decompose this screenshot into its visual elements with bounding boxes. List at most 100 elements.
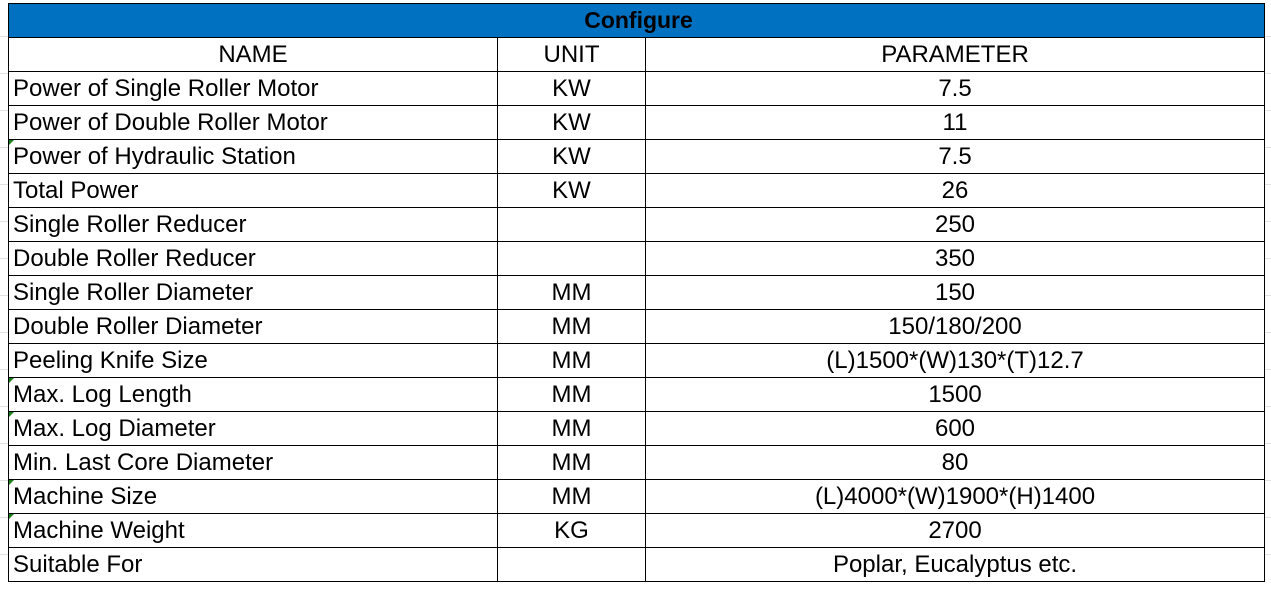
header-unit[interactable]: UNIT: [497, 37, 646, 72]
cell-parameter-text: 80: [941, 449, 969, 476]
cell-parameter-text: 7.5: [938, 143, 972, 170]
cell-parameter[interactable]: 600: [644, 411, 1266, 446]
error-indicator-icon[interactable]: [9, 140, 14, 145]
table-row: Max. Log Length MM 1500: [8, 377, 1266, 412]
table-row: Power of Hydraulic Station KW 7.5: [8, 139, 1266, 174]
table-row: Machine Weight KG 2700: [8, 513, 1266, 548]
cell-unit[interactable]: [497, 241, 646, 276]
cell-unit[interactable]: MM: [497, 411, 646, 446]
cell-parameter[interactable]: 250: [644, 207, 1266, 242]
cell-parameter[interactable]: 150: [644, 275, 1266, 310]
cell-name[interactable]: Min. Last Core Diameter: [8, 445, 498, 480]
cell-parameter[interactable]: 1500: [644, 377, 1266, 412]
cell-unit-text: MM: [551, 347, 592, 374]
table-row: Double Roller Reducer 350: [8, 241, 1266, 276]
cell-unit[interactable]: MM: [497, 309, 646, 344]
cell-parameter[interactable]: 7.5: [644, 71, 1266, 106]
cell-name[interactable]: Power of Hydraulic Station: [8, 139, 498, 174]
cell-unit[interactable]: KW: [497, 139, 646, 174]
cell-name-text: Power of Double Roller Motor: [13, 109, 328, 136]
cell-name[interactable]: Single Roller Diameter: [8, 275, 498, 310]
cell-parameter[interactable]: 2700: [644, 513, 1266, 548]
cell-unit[interactable]: KW: [497, 71, 646, 106]
table-row: Total Power KW 26: [8, 173, 1266, 208]
cell-unit-text: KW: [552, 143, 591, 170]
cell-name[interactable]: Max. Log Diameter: [8, 411, 498, 446]
table-row: Machine Size MM (L)4000*(W)1900*(H)1400: [8, 479, 1266, 514]
cell-name-text: Single Roller Diameter: [13, 279, 254, 306]
cell-name-text: Double Roller Diameter: [13, 313, 263, 340]
cell-parameter-text: 2700: [928, 517, 982, 544]
cell-unit-text: MM: [551, 313, 592, 340]
cell-parameter-text: 600: [934, 415, 976, 442]
table-row: Power of Single Roller Motor KW 7.5: [8, 71, 1266, 106]
cell-unit[interactable]: KG: [497, 513, 646, 548]
cell-unit[interactable]: MM: [497, 445, 646, 480]
cell-parameter[interactable]: Poplar, Eucalyptus etc.: [644, 547, 1266, 582]
cell-parameter[interactable]: 150/180/200: [644, 309, 1266, 344]
cell-name[interactable]: Total Power: [8, 173, 498, 208]
cell-unit[interactable]: MM: [497, 479, 646, 514]
cell-parameter-text: 150/180/200: [888, 313, 1022, 340]
cell-unit-text: MM: [551, 415, 592, 442]
cell-parameter[interactable]: 7.5: [644, 139, 1266, 174]
header-parameter[interactable]: PARAMETER: [644, 37, 1266, 72]
cell-name-text: Power of Hydraulic Station: [13, 143, 296, 170]
error-indicator-icon[interactable]: [9, 378, 14, 383]
cell-name-text: Max. Log Length: [13, 381, 192, 408]
cell-name[interactable]: Max. Log Length: [8, 377, 498, 412]
configure-table: Configure NAME UNIT PARAMETER Power of S…: [7, 3, 1266, 582]
cell-parameter[interactable]: (L)4000*(W)1900*(H)1400: [644, 479, 1266, 514]
cell-name-text: Machine Weight: [13, 517, 185, 544]
cell-name[interactable]: Double Roller Diameter: [8, 309, 498, 344]
cell-name[interactable]: Single Roller Reducer: [8, 207, 498, 242]
table-title[interactable]: Configure: [7, 3, 1266, 38]
header-row: NAME UNIT PARAMETER: [8, 37, 1266, 72]
cell-name-text: Total Power: [13, 177, 139, 204]
table-row: Peeling Knife Size MM (L)1500*(W)130*(T)12…: [8, 343, 1266, 378]
cell-name[interactable]: Peeling Knife Size: [8, 343, 498, 378]
title-row: Configure: [7, 3, 1266, 38]
cell-unit[interactable]: MM: [497, 275, 646, 310]
cell-name-text: Max. Log Diameter: [13, 415, 216, 442]
cell-parameter[interactable]: 11: [644, 105, 1266, 140]
cell-parameter[interactable]: 80: [644, 445, 1266, 480]
cell-name[interactable]: Power of Double Roller Motor: [8, 105, 498, 140]
cell-name[interactable]: Machine Weight: [8, 513, 498, 548]
cell-parameter-text: 150: [934, 279, 976, 306]
cell-parameter[interactable]: (L)1500*(W)130*(T)12.7: [644, 343, 1266, 378]
error-indicator-icon[interactable]: [9, 480, 14, 485]
cell-unit-text: KG: [554, 517, 589, 544]
cell-name[interactable]: Machine Size: [8, 479, 498, 514]
cell-name[interactable]: Double Roller Reducer: [8, 241, 498, 276]
cell-parameter-text: 11: [942, 109, 968, 136]
cell-parameter[interactable]: 26: [644, 173, 1266, 208]
cell-parameter-text: 350: [934, 245, 976, 272]
table-row: Double Roller Diameter MM 150/180/200: [8, 309, 1266, 344]
cell-unit[interactable]: MM: [497, 343, 646, 378]
cell-parameter-text: 1500: [928, 381, 982, 408]
table-row: Suitable For Poplar, Eucalyptus etc.: [8, 547, 1266, 582]
cell-unit[interactable]: KW: [497, 105, 646, 140]
cell-unit[interactable]: [497, 207, 646, 242]
cell-name-text: Suitable For: [13, 551, 143, 578]
error-indicator-icon[interactable]: [9, 514, 14, 519]
cell-name-text: Machine Size: [13, 483, 158, 510]
cell-parameter-text: (L)1500*(W)130*(T)12.7: [826, 347, 1084, 374]
cell-unit[interactable]: KW: [497, 173, 646, 208]
cell-unit-text: KW: [552, 177, 591, 204]
cell-unit[interactable]: [497, 547, 646, 582]
cell-parameter[interactable]: 350: [644, 241, 1266, 276]
cell-unit-text: KW: [552, 109, 591, 136]
table-row: Power of Double Roller Motor KW 11: [8, 105, 1266, 140]
header-name[interactable]: NAME: [8, 37, 498, 72]
cell-unit[interactable]: MM: [497, 377, 646, 412]
cell-unit-text: MM: [551, 279, 592, 306]
cell-name[interactable]: Power of Single Roller Motor: [8, 71, 498, 106]
table-row: Single Roller Reducer 250: [8, 207, 1266, 242]
error-indicator-icon[interactable]: [9, 412, 14, 417]
cell-name-text: Min. Last Core Diameter: [13, 449, 274, 476]
cell-parameter-text: 250: [934, 211, 976, 238]
cell-name-text: Single Roller Reducer: [13, 211, 247, 238]
cell-name[interactable]: Suitable For: [8, 547, 498, 582]
